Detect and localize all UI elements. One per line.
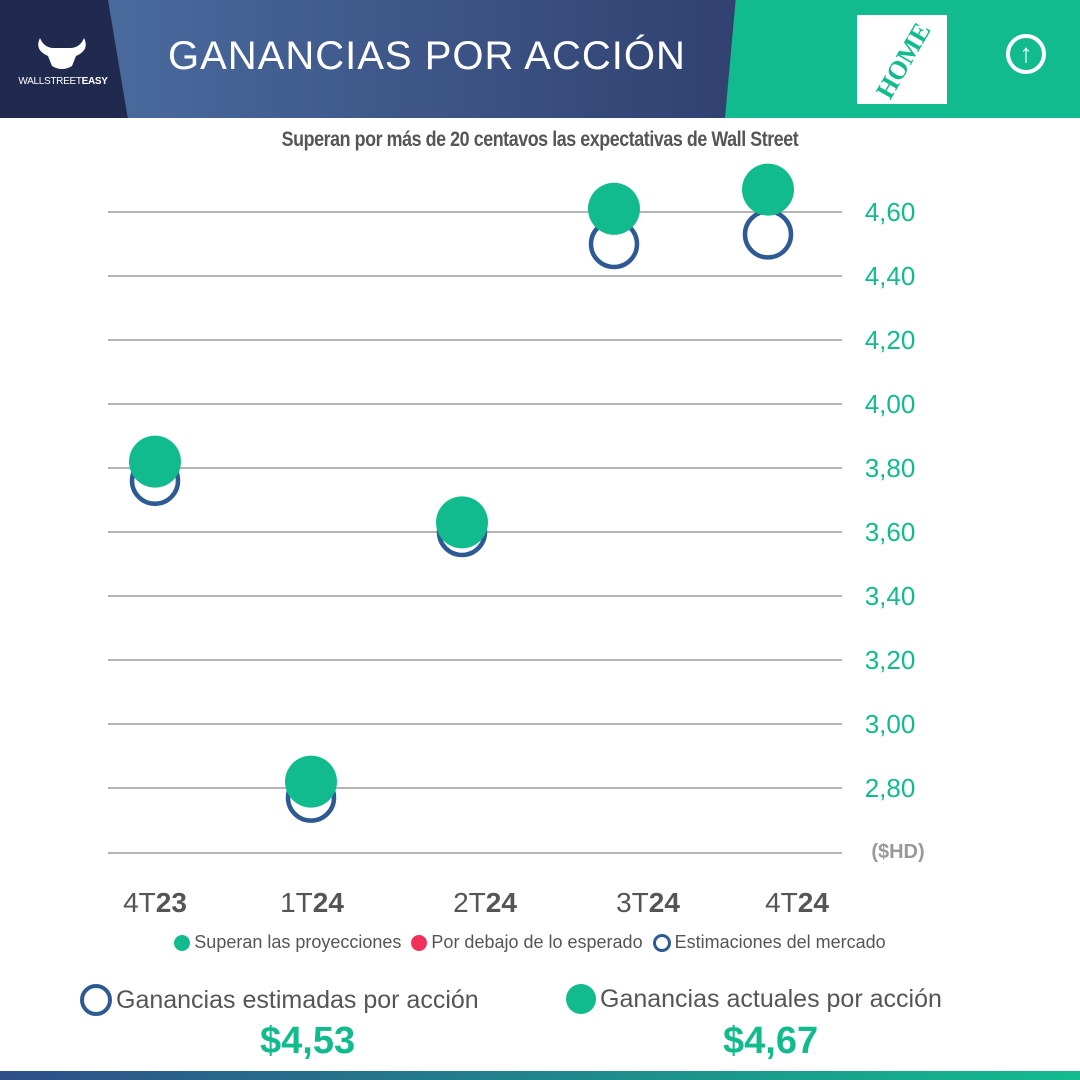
y-tick-label: 3,40 <box>865 581 916 611</box>
y-tick-label: 4,00 <box>865 389 916 419</box>
actual-marker <box>588 182 640 235</box>
y-tick-label: 4,60 <box>865 197 916 227</box>
legend-label: Superan las proyecciones <box>194 932 402 952</box>
green-dot-icon <box>566 984 596 1014</box>
brand-name: WALLSTREETEASY <box>8 76 118 87</box>
y-tick-label: 4,20 <box>865 325 916 355</box>
x-tick-label: 2T24 <box>453 887 517 918</box>
actual-label: Ganancias actuales por acción <box>600 984 942 1013</box>
y-tick-label: 4,40 <box>865 261 916 291</box>
red-dot-icon <box>411 934 428 951</box>
x-tick-label: 4T24 <box>765 887 829 918</box>
ring-icon <box>80 984 112 1016</box>
y-axis-unit: ($HD) <box>871 841 924 863</box>
x-tick-label: 3T24 <box>616 887 680 918</box>
estimate-value: $4,53 <box>260 1020 356 1062</box>
bull-logo-icon <box>38 38 86 69</box>
y-tick-label: 3,20 <box>865 645 916 675</box>
x-tick-label: 4T23 <box>123 887 187 918</box>
legend-item-beat: Superan las proyecciones <box>174 932 401 953</box>
arrow-up-circle-icon: ↑ <box>1006 34 1046 74</box>
actual-value: $4,67 <box>723 1020 819 1062</box>
green-dot-icon <box>174 934 191 951</box>
legend-label: Estimaciones del mercado <box>674 932 886 952</box>
legend-label: Por debajo de lo esperado <box>431 932 643 952</box>
estimate-label: Ganancias estimadas por acción <box>116 985 479 1014</box>
x-tick-label: 1T24 <box>280 887 344 918</box>
actual-summary: Ganancias actuales por acción <box>566 984 942 1014</box>
actual-marker <box>285 755 337 808</box>
actual-marker <box>436 496 488 549</box>
ring-icon <box>652 933 671 952</box>
y-tick-label: 2,80 <box>865 773 916 803</box>
brand-bold: EASY <box>81 76 108 87</box>
y-tick-label: 3,80 <box>865 453 916 483</box>
y-tick-label: 3,60 <box>865 517 916 547</box>
legend-item-estimate: Estimaciones del mercado <box>652 932 886 953</box>
chart-subtitle: Superan por más de 20 centavos las expec… <box>281 128 799 151</box>
header: WALLSTREETEASY GANANCIAS POR ACCIÓN HOME… <box>0 0 1080 118</box>
legend: Superan las proyecciones Por debajo de l… <box>0 932 1070 953</box>
y-tick-label: 3,00 <box>865 709 916 739</box>
page-title: GANANCIAS POR ACCIÓN <box>168 34 686 78</box>
actual-marker <box>129 435 181 488</box>
bottom-bar <box>0 1071 1080 1080</box>
actual-marker <box>742 163 794 216</box>
brand-light: WALLSTREET <box>18 76 82 87</box>
title-panel <box>108 0 768 118</box>
home-depot-logo: HOME <box>857 15 947 104</box>
estimate-summary: Ganancias estimadas por acción <box>80 984 479 1016</box>
legend-item-below: Por debajo de lo esperado <box>411 932 643 953</box>
estimate-marker <box>742 209 794 260</box>
brand-panel: WALLSTREETEASY <box>0 0 130 118</box>
